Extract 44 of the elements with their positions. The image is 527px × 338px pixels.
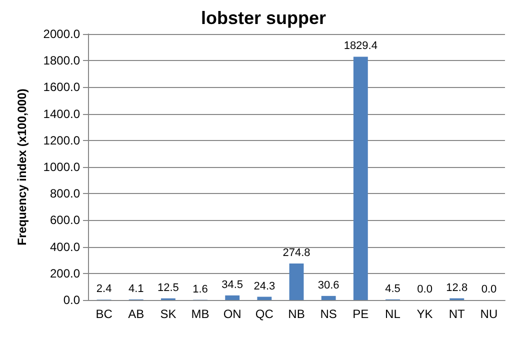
x-tick-label: PE: [352, 307, 369, 321]
x-tick-label: ON: [223, 307, 242, 321]
x-tick-label: NL: [385, 307, 401, 321]
x-tick-label: NU: [480, 307, 498, 321]
data-label: 4.5: [385, 282, 400, 295]
y-tick-label: 1000.0: [43, 160, 80, 174]
bar: [321, 296, 336, 300]
data-label: 30.6: [318, 279, 340, 292]
x-tick-label: QC: [255, 307, 274, 321]
x-tick-label: NS: [320, 307, 337, 321]
x-tick-label: AB: [128, 307, 144, 321]
y-tick-label: 200.0: [50, 266, 80, 280]
y-axis-title: Frequency index (x100,000): [15, 88, 29, 246]
data-label: 0.0: [481, 284, 497, 296]
x-tick-label: SK: [160, 307, 176, 321]
y-tick-label: 1800.0: [43, 54, 80, 68]
y-tick-label: 800.0: [50, 186, 80, 201]
data-label: 4.1: [128, 282, 144, 295]
bar: [257, 296, 272, 300]
bar: [353, 56, 368, 300]
x-tick-label: NT: [448, 307, 466, 321]
y-tick-label: 1400.0: [43, 106, 80, 121]
y-tick-label: 1200.0: [43, 133, 80, 148]
x-tick-label: NB: [288, 307, 305, 321]
data-label: 0.0: [417, 284, 432, 296]
data-label: 274.8: [282, 246, 310, 259]
data-label: 12.5: [157, 282, 179, 294]
x-tick-label: BC: [96, 307, 113, 321]
x-tick-label: MB: [191, 307, 210, 321]
bar: [289, 263, 304, 300]
chart-title: lobster supper: [200, 8, 326, 28]
data-label: 2.4: [96, 283, 112, 296]
y-tick-label: 0.0: [63, 293, 80, 307]
data-label: 1829.4: [344, 40, 378, 52]
data-label: 12.8: [446, 282, 468, 294]
data-label: 1.6: [192, 283, 208, 296]
y-tick-label: 400.0: [50, 240, 80, 254]
x-tick-label: YK: [416, 307, 433, 321]
y-tick-label: 1600.0: [43, 80, 80, 94]
y-tick-label: 2000.0: [43, 27, 80, 41]
data-label: 34.5: [222, 278, 244, 291]
y-tick-label: 600.0: [50, 213, 80, 228]
bar: [225, 295, 240, 300]
data-label: 24.3: [254, 280, 276, 292]
